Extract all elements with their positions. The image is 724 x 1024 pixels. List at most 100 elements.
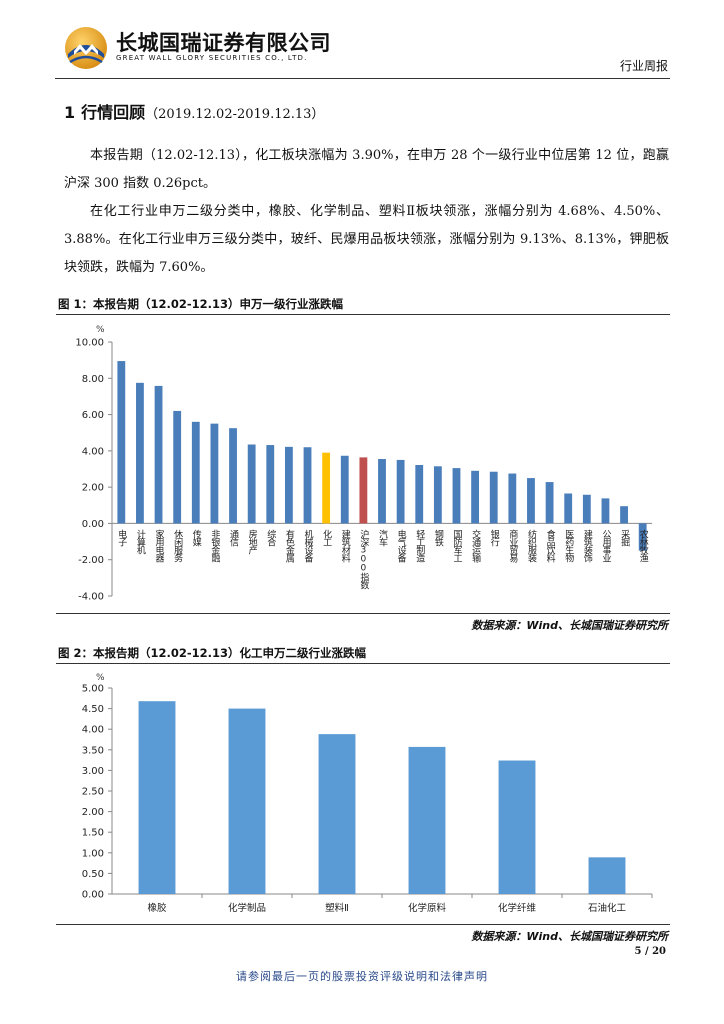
y-tick-label: 3.50	[82, 745, 104, 756]
figure2-source: 数据来源：Wind、长城国瑞证券研究所	[471, 930, 668, 943]
bar	[527, 478, 535, 524]
y-tick-label: -2.00	[78, 555, 104, 566]
bar	[340, 455, 349, 524]
y-axis-unit: %	[96, 325, 105, 335]
company-logo	[62, 24, 110, 72]
page-number: 5 / 20	[634, 946, 667, 957]
y-axis-unit: %	[96, 673, 105, 683]
bar	[191, 421, 200, 524]
logo-emblem-icon	[65, 27, 107, 69]
y-tick-label: 4.50	[82, 704, 104, 715]
x-category-label: 电子	[116, 528, 127, 546]
bar	[508, 473, 517, 524]
bar	[638, 523, 647, 551]
x-category-label: 交通运输	[470, 528, 481, 563]
bar	[210, 423, 219, 524]
figure1-bottom-rule	[56, 613, 670, 614]
company-name-en: GREAT WALL GLORY SECURITIES CO., LTD.	[116, 54, 308, 62]
bar	[247, 444, 256, 524]
x-category-label: 休闲服务	[172, 528, 183, 563]
section-heading: 1 行情回顾（2019.12.02-2019.12.13）	[64, 99, 324, 123]
x-category-label: 化学制品	[228, 902, 266, 914]
x-category-label: 计算机	[135, 528, 146, 555]
y-tick-label: 2.50	[82, 787, 104, 798]
bar	[284, 446, 293, 524]
bar	[564, 493, 573, 524]
y-tick-label: 1.50	[82, 828, 104, 839]
y-tick-label: 0.00	[82, 519, 104, 530]
x-category-label: 通信	[228, 529, 239, 547]
bar	[117, 361, 126, 524]
figure1-source: 数据来源：Wind、长城国瑞证券研究所	[471, 619, 668, 632]
y-tick-label: 4.00	[82, 725, 104, 736]
y-tick-label: 3.00	[82, 766, 104, 777]
bar	[489, 471, 498, 524]
bar	[498, 760, 536, 894]
x-category-label: 医药生物	[563, 529, 574, 563]
y-tick-label: 6.00	[82, 410, 104, 421]
x-category-label: 传媒	[191, 528, 202, 547]
x-category-label: 化工	[321, 528, 332, 545]
bar	[408, 746, 446, 894]
x-category-label: 农林牧渔	[638, 528, 649, 562]
figure2-top-rule	[56, 663, 670, 664]
x-category-label: 轻工制造	[414, 528, 425, 563]
x-category-label: 塑料Ⅱ	[325, 902, 349, 914]
bar	[228, 708, 266, 894]
y-tick-label: 1.00	[82, 848, 104, 859]
bar	[471, 470, 480, 524]
bar	[138, 701, 176, 894]
bar	[266, 445, 275, 524]
bar	[601, 498, 610, 524]
header-rule	[55, 78, 670, 79]
x-category-label: 电气设备	[396, 528, 407, 562]
x-category-label: 公用事业	[600, 529, 611, 562]
x-category-label: 纺织服装	[526, 528, 537, 563]
x-category-label: 沪深300指数	[358, 528, 369, 590]
y-tick-label: -4.00	[78, 592, 104, 603]
bar	[378, 459, 386, 524]
x-category-label: 食品饮料	[545, 528, 556, 563]
bar	[415, 465, 424, 524]
x-category-label: 综合	[265, 528, 276, 547]
y-tick-label: 0.00	[82, 890, 104, 901]
report-type: 行业周报	[619, 59, 668, 73]
bar	[452, 468, 461, 524]
x-category-label: 建筑装饰	[582, 528, 593, 563]
y-tick-label: 4.00	[82, 446, 104, 457]
section-date-range: （2019.12.02-2019.12.13）	[145, 107, 325, 122]
x-category-label: 房地产	[247, 528, 257, 555]
bar	[359, 457, 368, 524]
y-tick-label: 2.00	[82, 483, 104, 494]
bar	[229, 428, 237, 524]
figure1-chart: % 10.00 8.00 6.00 4.00 2.00 0.00 -2.00 -4.00 电子 计算…	[75, 325, 652, 603]
bar	[396, 459, 405, 524]
x-category-label: 有色金属	[284, 528, 295, 563]
x-category-label: 化学原料	[408, 902, 447, 914]
bar	[620, 506, 628, 524]
bar	[318, 734, 356, 894]
y-tick-label: 5.00	[82, 684, 104, 695]
company-name-cn: 长城国瑞证券有限公司	[116, 31, 331, 55]
x-category-label: 石油化工	[588, 902, 627, 914]
figure2-title: 图 2：本报告期（12.02-12.13）化工申万二级行业涨跌幅	[58, 646, 367, 660]
figure1-title: 图 1：本报告期（12.02-12.13）申万一级行业涨跌幅	[58, 297, 344, 311]
paragraph: 在化工行业申万二级分类中，橡胶、化学制品、塑料Ⅱ板块领涨，涨幅分别为 4.68%…	[64, 204, 669, 275]
paragraph: 本报告期（12.02-12.13），化工板块涨幅为 3.90%，在申万 28 个…	[64, 148, 669, 191]
bar	[303, 447, 312, 524]
figure2-chart: %5.00 4.50 4.00 3.50 3.00 2.50 2.00 1.50 1.00 0.5…	[82, 673, 653, 914]
x-category-label: 家用电器	[154, 528, 165, 562]
x-category-label: 商业贸易	[507, 528, 518, 563]
body-text: 本报告期（12.02-12.13），化工板块涨幅为 3.90%，在申万 28 个…	[64, 142, 669, 282]
bar	[154, 385, 163, 524]
x-category-label: 建筑材料	[340, 528, 351, 563]
y-tick-label: 0.50	[82, 869, 104, 880]
x-category-label: 橡胶	[147, 902, 167, 914]
y-tick-label: 8.00	[82, 374, 104, 385]
x-category-label: 银行	[489, 528, 500, 547]
bar	[588, 857, 626, 894]
bar	[173, 410, 182, 524]
bar	[582, 494, 591, 524]
section-number: 1	[64, 103, 76, 122]
x-category-label: 钢铁	[433, 528, 444, 547]
